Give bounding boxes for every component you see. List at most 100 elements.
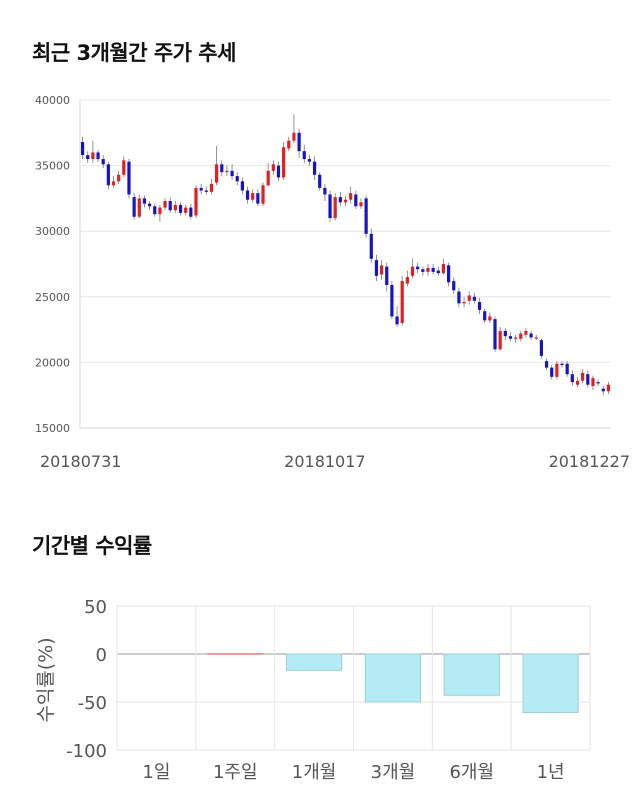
candle — [271, 160, 275, 175]
candle — [256, 189, 260, 207]
candle — [539, 338, 544, 359]
candle — [209, 178, 214, 195]
candle — [266, 162, 270, 187]
candle — [349, 186, 353, 204]
x-tick-label: 1주일 — [213, 762, 258, 783]
candle — [106, 161, 110, 190]
bar — [364, 653, 422, 703]
bar — [443, 653, 500, 696]
candle — [80, 136, 85, 160]
candle — [591, 375, 595, 390]
candle — [488, 312, 492, 324]
candle — [555, 361, 559, 380]
candle — [276, 161, 281, 182]
candle — [447, 262, 451, 287]
y-tick-label: -50 — [78, 693, 107, 714]
candle — [318, 172, 322, 191]
candle — [472, 292, 476, 304]
candle — [86, 151, 90, 163]
candle — [575, 376, 580, 388]
candle — [158, 204, 162, 223]
y-tick-label: 30000 — [35, 225, 70, 238]
candle — [354, 190, 358, 209]
x-tick-label: 20180731 — [40, 452, 121, 471]
candle — [416, 262, 420, 274]
candle — [245, 186, 250, 204]
x-tick-label: 1개월 — [292, 762, 337, 783]
candle — [601, 386, 605, 396]
y-tick-label: 50 — [84, 597, 107, 618]
candle — [544, 358, 549, 371]
period-return-title: 기간별 수익률 — [32, 534, 152, 558]
candle — [508, 332, 513, 342]
candle — [374, 254, 379, 282]
candle — [282, 141, 286, 181]
candle — [307, 155, 312, 166]
candle — [261, 182, 265, 207]
candle — [343, 195, 348, 207]
candle — [96, 149, 100, 162]
y-tick-label: 15000 — [35, 422, 70, 435]
candle — [421, 266, 425, 276]
candle — [426, 264, 430, 276]
candle — [457, 287, 461, 308]
candle — [173, 201, 177, 213]
candle — [529, 330, 533, 341]
candle — [477, 298, 482, 314]
x-tick-label: 1일 — [142, 762, 170, 783]
candle — [379, 260, 384, 280]
candle — [101, 155, 105, 169]
price-trend-title: 최근 3개월간 주가 추세 — [32, 41, 236, 65]
candle — [194, 185, 198, 219]
candle — [215, 145, 219, 186]
y-tick-label: 0 — [96, 645, 107, 666]
candle — [606, 382, 611, 394]
x-tick-label: 20181227 — [549, 452, 630, 471]
bar — [285, 653, 343, 671]
candle — [163, 198, 167, 211]
y-tick-label: 25000 — [35, 291, 70, 304]
bar — [207, 652, 264, 655]
candle — [503, 328, 507, 341]
candle — [550, 365, 554, 380]
candle — [225, 165, 229, 177]
candle — [596, 379, 600, 387]
candle — [323, 183, 327, 202]
candle — [199, 183, 203, 195]
candle — [117, 170, 121, 184]
candle — [431, 264, 435, 275]
y-axis-label: 수익률(%) — [35, 637, 57, 722]
candle — [297, 128, 301, 158]
candle — [467, 291, 471, 305]
candle — [452, 277, 456, 295]
candle — [436, 266, 440, 276]
candle — [385, 262, 389, 292]
candle — [251, 189, 255, 203]
candle — [189, 203, 193, 220]
candle — [405, 270, 409, 287]
candle — [570, 370, 574, 387]
candle — [364, 195, 368, 238]
candle — [441, 258, 446, 275]
candle — [122, 156, 126, 178]
y-tick-label: -100 — [66, 741, 107, 762]
candle — [168, 197, 172, 213]
candle — [524, 328, 528, 338]
candle — [220, 160, 224, 177]
candle — [514, 334, 518, 343]
candle — [560, 361, 564, 368]
x-tick-label: 1년 — [537, 762, 565, 783]
candle — [127, 159, 131, 199]
y-tick-label: 35000 — [35, 160, 70, 173]
candle — [493, 316, 497, 352]
candle — [565, 361, 569, 377]
candle — [328, 190, 332, 223]
candle — [287, 136, 291, 152]
candle — [91, 140, 95, 163]
candle — [302, 144, 306, 163]
candle — [400, 275, 404, 326]
candle — [312, 156, 317, 181]
x-tick-label: 3개월 — [371, 762, 416, 783]
candle — [147, 201, 152, 211]
